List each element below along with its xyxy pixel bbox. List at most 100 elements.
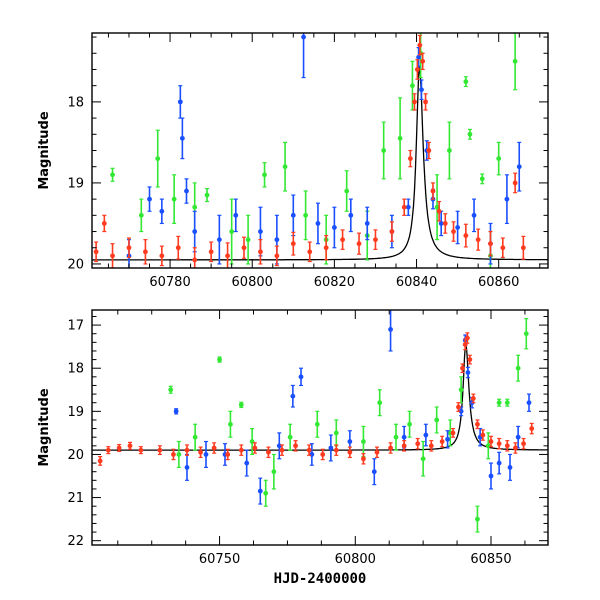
green-data-point bbox=[496, 400, 502, 406]
red-data-point bbox=[475, 237, 481, 243]
green-data-point bbox=[496, 156, 502, 162]
blue-data-point bbox=[445, 436, 450, 442]
red-data-point bbox=[238, 447, 244, 453]
red-data-point bbox=[225, 452, 231, 457]
y-axis-label: Magnitude bbox=[37, 111, 52, 190]
red-data-point bbox=[463, 233, 469, 238]
blue-data-point bbox=[455, 225, 461, 230]
red-data-point bbox=[143, 249, 148, 255]
blue-data-point bbox=[274, 237, 280, 243]
green-data-point bbox=[410, 83, 415, 89]
red-data-point bbox=[192, 257, 198, 263]
model-fit-curve bbox=[92, 344, 548, 451]
red-data-point bbox=[488, 241, 493, 247]
red-data-point bbox=[293, 443, 298, 449]
red-data-point bbox=[480, 432, 486, 438]
red-data-point bbox=[320, 452, 326, 457]
red-data-point bbox=[208, 249, 214, 255]
x-tick-label: 60780 bbox=[149, 275, 190, 290]
green-data-point bbox=[434, 417, 440, 423]
red-data-point bbox=[439, 439, 445, 444]
red-data-point bbox=[138, 447, 144, 453]
y-tick-label: 22 bbox=[67, 534, 84, 549]
blue-data-point bbox=[419, 87, 424, 93]
blue-data-point bbox=[301, 34, 306, 40]
x-tick-label: 60820 bbox=[314, 275, 355, 290]
red-data-point bbox=[475, 421, 480, 427]
y-tick-label: 20 bbox=[67, 257, 84, 272]
blue-data-point bbox=[258, 229, 263, 234]
blue-data-point bbox=[184, 188, 189, 194]
red-data-point bbox=[504, 443, 510, 449]
x-tick-label: 60800 bbox=[232, 275, 273, 290]
green-data-point bbox=[504, 400, 510, 406]
green-data-point bbox=[282, 164, 288, 170]
green-data-point bbox=[377, 400, 383, 406]
blue-data-point bbox=[405, 204, 411, 210]
green-data-point bbox=[333, 430, 339, 436]
blue-data-point bbox=[423, 432, 429, 438]
x-tick-label: 60840 bbox=[396, 275, 437, 290]
red-data-point bbox=[307, 249, 313, 255]
red-data-point bbox=[420, 58, 426, 64]
green-data-point bbox=[217, 357, 222, 362]
red-data-point bbox=[252, 445, 258, 451]
y-tick-label: 18 bbox=[67, 362, 84, 377]
red-data-point bbox=[460, 365, 465, 371]
red-data-point bbox=[401, 443, 407, 449]
blue-data-point bbox=[471, 212, 477, 218]
model-fit-curve bbox=[92, 65, 548, 261]
plot-frame bbox=[91, 32, 549, 269]
red-data-point bbox=[361, 456, 366, 462]
y-tick-label: 17 bbox=[67, 319, 84, 334]
blue-data-point bbox=[438, 221, 444, 226]
green-data-point bbox=[192, 204, 198, 210]
red-data-point bbox=[279, 447, 285, 453]
blue-data-point bbox=[371, 469, 377, 475]
blue-data-point bbox=[216, 237, 222, 243]
blue-data-point bbox=[388, 327, 393, 332]
blue-data-point bbox=[347, 439, 353, 444]
blue-data-point bbox=[328, 445, 334, 451]
red-data-point bbox=[488, 439, 494, 444]
red-data-point bbox=[347, 449, 353, 455]
red-data-point bbox=[430, 188, 436, 194]
green-data-point bbox=[262, 172, 267, 178]
red-data-point bbox=[184, 447, 190, 453]
top-light-curve-panel: 60780 60800 60820 60840 60860 18 19 20 Magnitude bbox=[37, 32, 549, 290]
green-data-point bbox=[263, 490, 269, 496]
blue-data-point bbox=[515, 434, 521, 440]
blue-data-point bbox=[364, 221, 370, 226]
x-tick-label: 60800 bbox=[335, 552, 376, 567]
red-data-point bbox=[423, 99, 428, 105]
blue-data-point bbox=[401, 434, 407, 440]
green-data-point bbox=[314, 421, 320, 427]
plot-frame bbox=[91, 309, 549, 546]
blue-data-point bbox=[290, 212, 296, 218]
blue-data-point bbox=[416, 54, 421, 60]
red-data-point bbox=[521, 441, 526, 447]
blue-data-point bbox=[177, 99, 183, 105]
blue-data-point bbox=[203, 452, 209, 457]
blue-data-point bbox=[465, 370, 471, 375]
blue-data-point bbox=[348, 212, 354, 218]
blue-data-point bbox=[184, 464, 190, 470]
plot-area bbox=[92, 310, 548, 533]
red-data-point bbox=[428, 443, 434, 449]
green-data-point bbox=[171, 196, 177, 202]
y-tick-label: 20 bbox=[67, 448, 84, 463]
red-data-point bbox=[496, 441, 502, 447]
red-data-point bbox=[470, 395, 476, 401]
red-data-point bbox=[290, 241, 296, 247]
y-tick-label: 21 bbox=[67, 491, 84, 506]
blue-data-point bbox=[504, 196, 510, 202]
red-data-point bbox=[171, 452, 176, 457]
green-data-point bbox=[176, 452, 182, 457]
red-data-point bbox=[97, 458, 103, 464]
green-data-point bbox=[344, 188, 350, 194]
red-data-point bbox=[414, 67, 420, 72]
green-data-point bbox=[523, 331, 529, 337]
green-data-point bbox=[168, 387, 174, 393]
red-data-point bbox=[241, 245, 247, 251]
